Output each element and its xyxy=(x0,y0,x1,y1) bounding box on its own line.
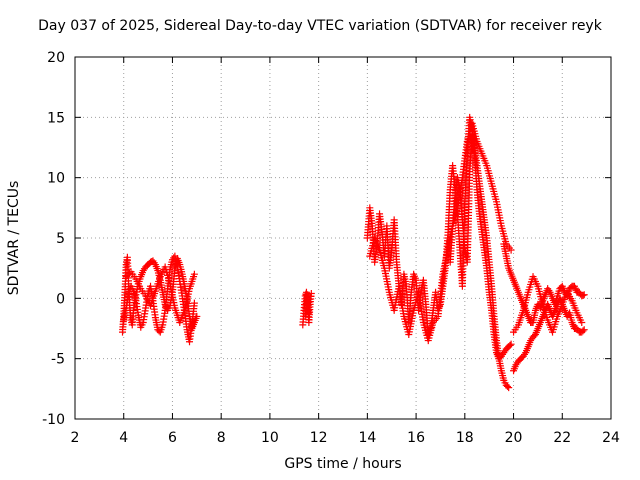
data-point xyxy=(579,327,587,335)
x-tick-label: 14 xyxy=(358,430,376,446)
x-tick-label: 18 xyxy=(456,430,474,446)
data-point xyxy=(580,291,588,299)
data-point xyxy=(122,273,130,281)
x-axis-label: GPS time / hours xyxy=(284,456,402,472)
x-tick-label: 20 xyxy=(505,430,523,446)
data-point xyxy=(580,326,588,334)
x-tick-label: 16 xyxy=(407,430,425,446)
x-tick-label: 2 xyxy=(71,430,80,446)
data-point xyxy=(578,318,586,326)
data-point xyxy=(190,299,198,307)
data-point xyxy=(505,384,513,392)
data-point xyxy=(124,271,132,279)
x-tick-label: 6 xyxy=(168,430,177,446)
data-point xyxy=(125,269,133,277)
y-tick-label: 0 xyxy=(56,291,65,307)
data-marks xyxy=(119,113,588,392)
y-tick-label: 15 xyxy=(47,110,65,126)
data-point xyxy=(507,340,515,348)
x-tick-label: 12 xyxy=(310,430,328,446)
x-tick-label: 24 xyxy=(602,430,620,446)
data-point xyxy=(579,291,587,299)
x-tick-label: 10 xyxy=(261,430,279,446)
grid-lines xyxy=(75,57,611,419)
y-tick-label: 5 xyxy=(56,231,65,247)
x-tick-label: 22 xyxy=(553,430,571,446)
y-tick-label: -5 xyxy=(51,352,65,368)
x-tick-label: 4 xyxy=(119,430,128,446)
data-point xyxy=(305,309,313,317)
data-point xyxy=(190,270,198,278)
data-point xyxy=(507,246,515,254)
y-tick-label: 10 xyxy=(47,171,65,187)
data-point xyxy=(506,341,514,349)
chart-title: Day 037 of 2025, Sidereal Day-to-day VTE… xyxy=(38,18,602,34)
y-tick-label: 20 xyxy=(47,50,65,66)
y-tick-label: -10 xyxy=(42,412,65,428)
x-tick-label: 8 xyxy=(217,430,226,446)
data-point xyxy=(503,382,511,390)
